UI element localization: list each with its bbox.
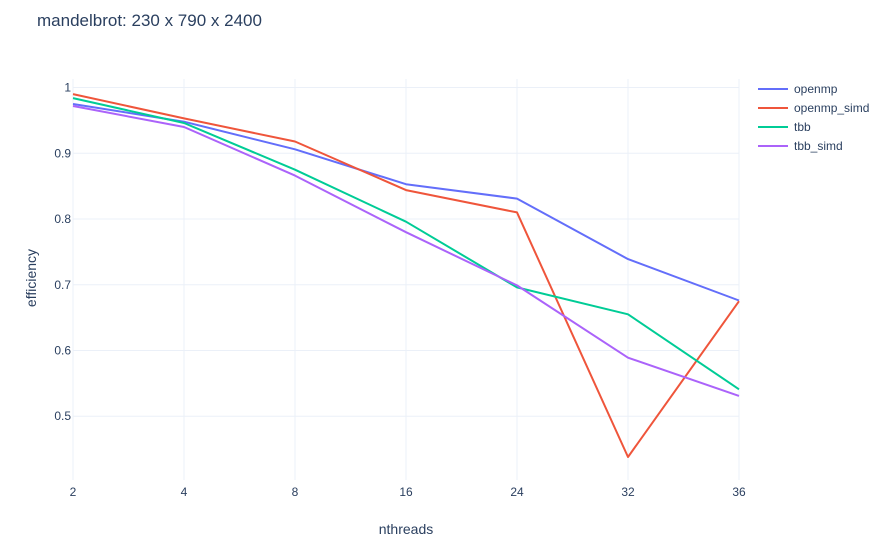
x-tick-label: 24: [510, 485, 524, 499]
legend-item-openmp[interactable]: openmp: [758, 82, 838, 96]
plot-area: [72, 93, 740, 458]
x-axis-title: nthreads: [379, 521, 433, 537]
x-tick-label: 36: [732, 485, 746, 499]
series-line-openmp: [72, 103, 740, 302]
x-tick-label: 4: [181, 485, 188, 499]
y-tick-label: 1: [64, 81, 71, 95]
series-line-tbb-simd: [72, 105, 740, 397]
legend-label: tbb_simd: [794, 139, 843, 153]
x-tick-label: 16: [399, 485, 413, 499]
y-tick-label: 0.9: [54, 146, 71, 160]
x-axis: 2 4 8 16 24 32 36: [70, 485, 746, 499]
legend-label: tbb: [794, 120, 811, 134]
legend-item-tbb-simd[interactable]: tbb_simd: [758, 139, 843, 153]
legend-label: openmp: [794, 82, 838, 96]
x-tick-label: 2: [70, 485, 77, 499]
x-tick-label: 32: [621, 485, 635, 499]
y-gridlines: [73, 87, 739, 417]
y-tick-label: 0.6: [54, 343, 71, 357]
chart-title: mandelbrot: 230 x 790 x 2400: [37, 11, 262, 30]
legend-item-openmp-simd[interactable]: openmp_simd: [758, 101, 869, 115]
legend-item-tbb[interactable]: tbb: [758, 120, 811, 134]
series-line-openmp-simd: [72, 93, 740, 458]
y-tick-label: 0.5: [54, 409, 71, 423]
x-tick-label: 8: [292, 485, 299, 499]
x-gridlines: [72, 79, 740, 480]
y-tick-label: 0.8: [54, 212, 71, 226]
legend-label: openmp_simd: [794, 101, 869, 115]
series-line-tbb: [72, 97, 740, 391]
y-tick-label: 0.7: [54, 278, 71, 292]
y-axis-title: efficiency: [23, 249, 39, 307]
y-axis: 0.5 0.6 0.7 0.8 0.9 1: [54, 81, 71, 424]
